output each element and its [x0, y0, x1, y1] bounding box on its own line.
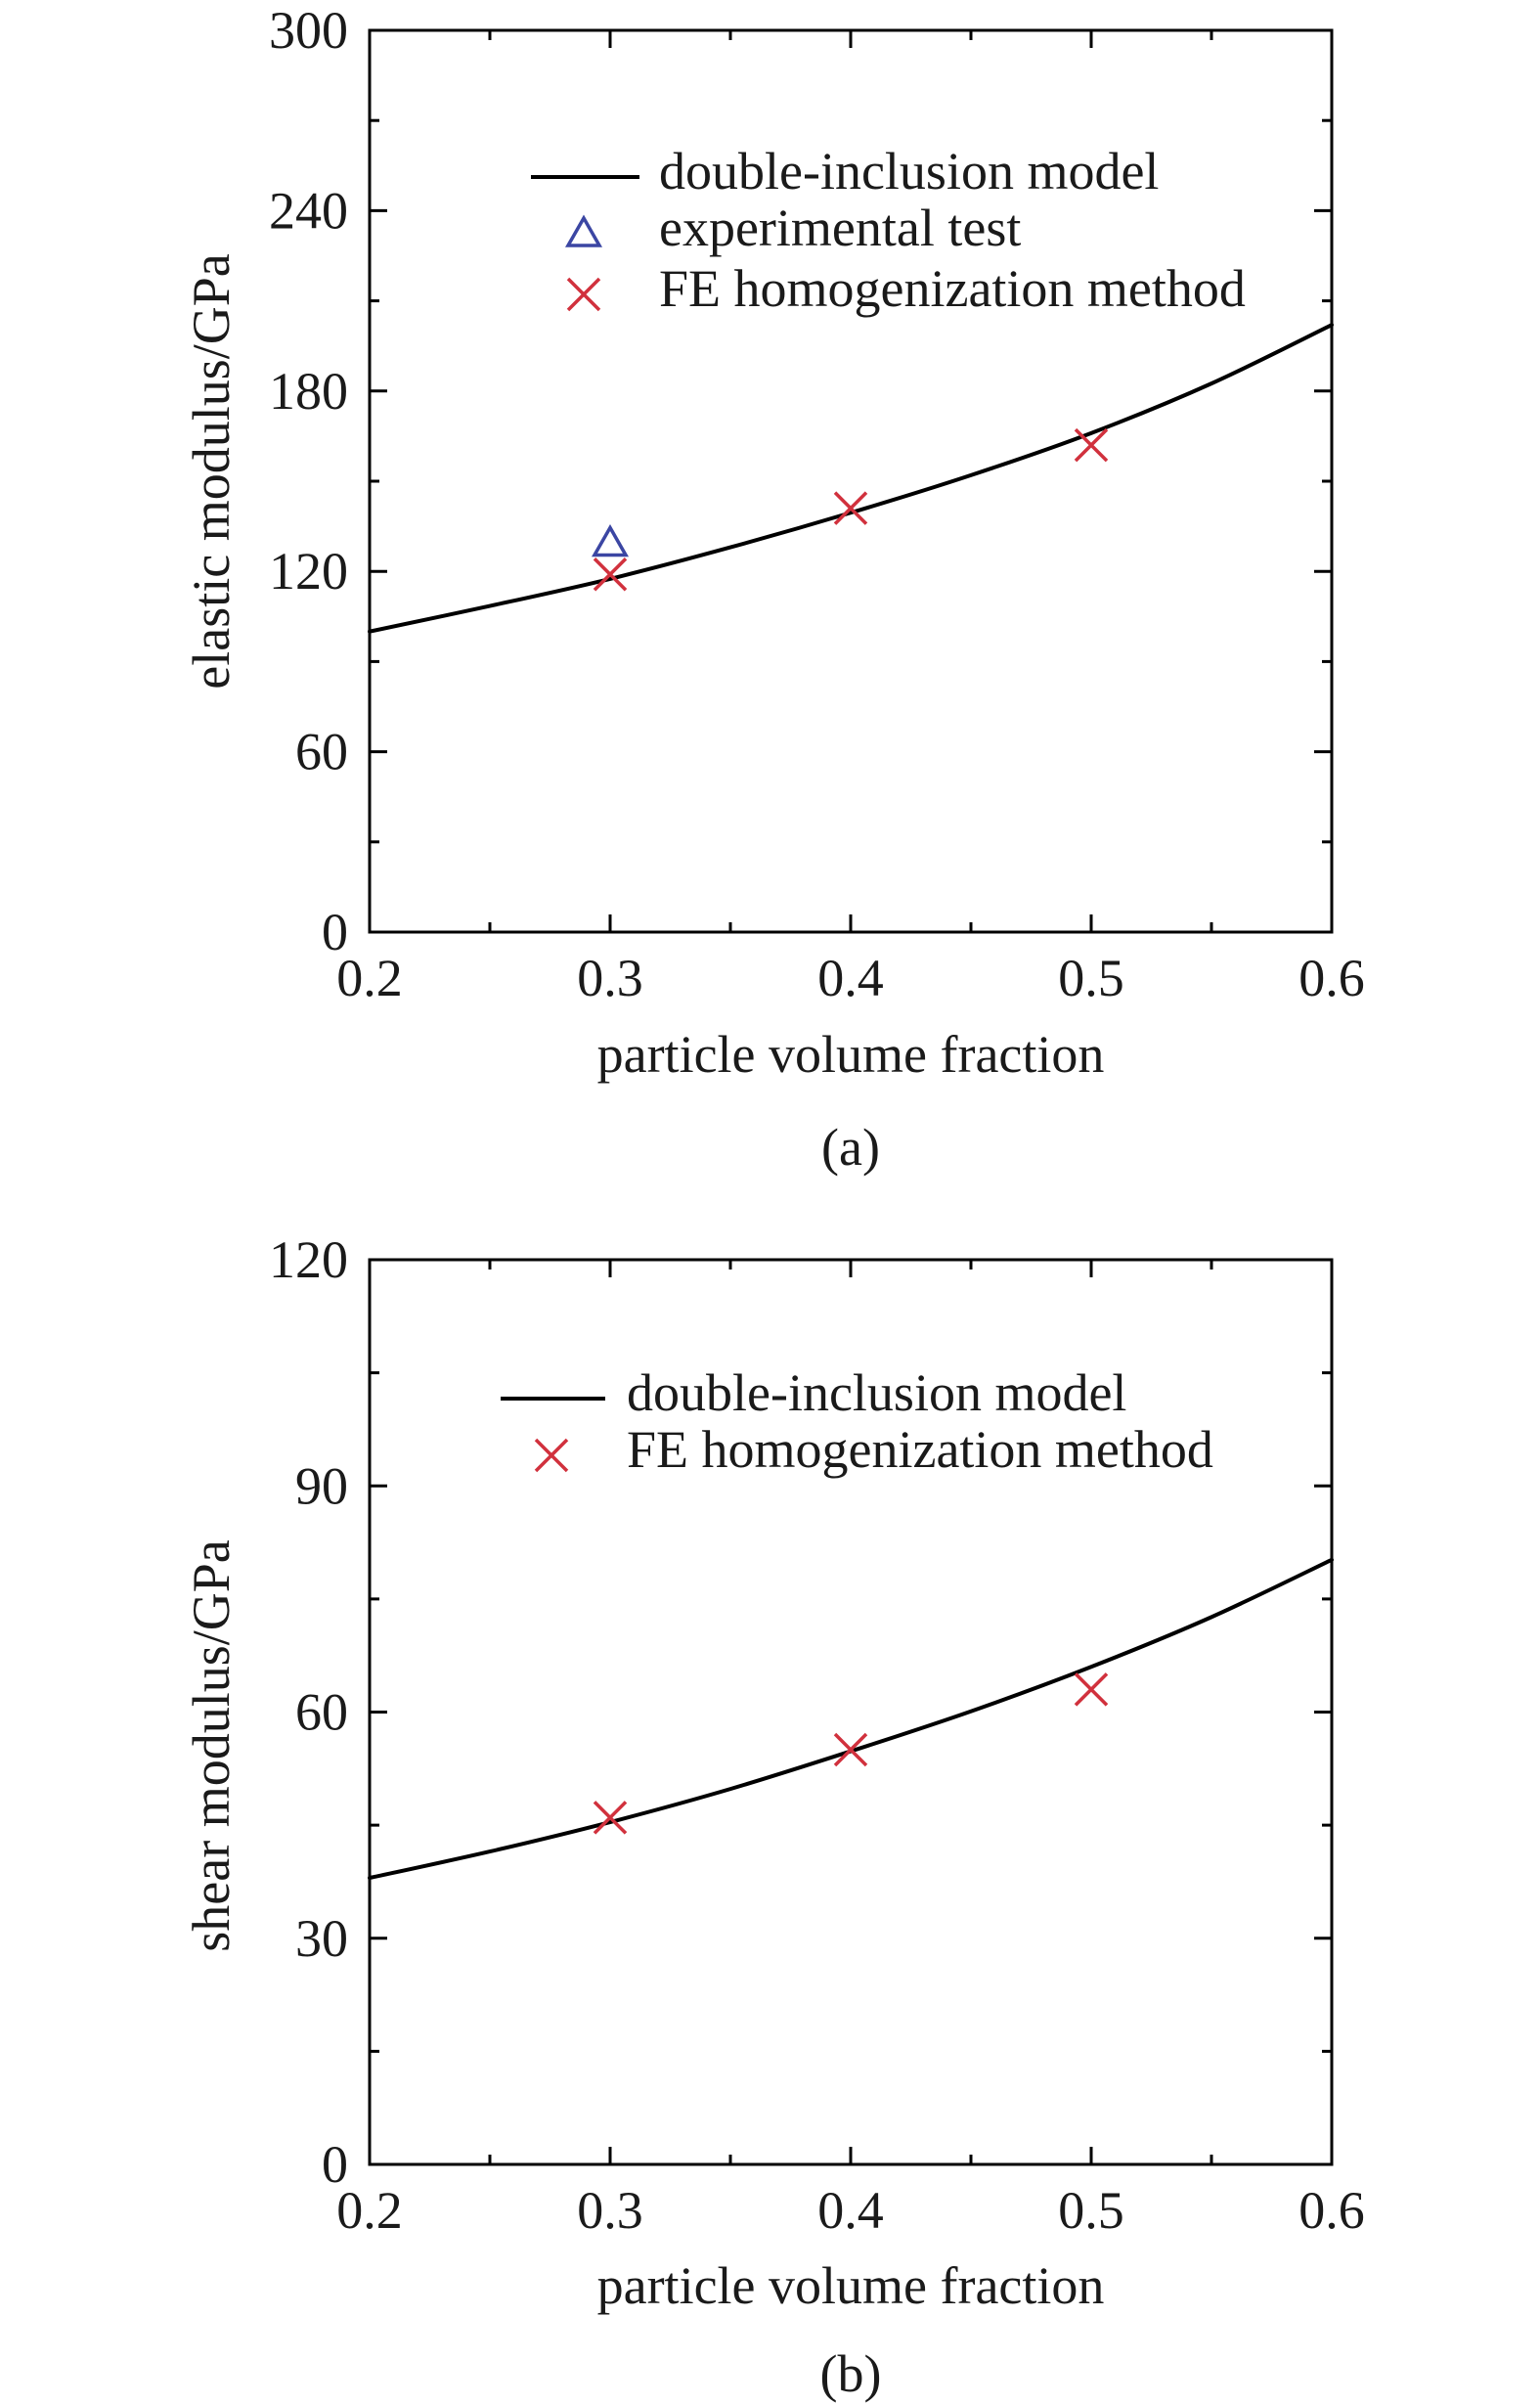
legend-marker-fe-homogenization-method	[534, 1438, 569, 1473]
legend-markers	[501, 1397, 605, 1473]
chart-panel-a: 0.2 0.3 0.4 0.5 0.6 0 60 120 180 240 300 double-in…	[182, 1, 1365, 1177]
plot-marks	[368, 323, 1334, 634]
y-tick-label: 300	[269, 1, 348, 60]
x-tick-label: 0.6	[1298, 949, 1365, 1007]
data-point-experimental-test	[591, 524, 630, 557]
x-tick-label: 0.6	[1298, 2181, 1365, 2240]
plot-marks	[368, 1557, 1334, 1881]
y-tick-label: 0	[322, 2135, 348, 2194]
x-tick-label: 0.2	[336, 949, 403, 1007]
y-tick-label: 0	[322, 903, 348, 961]
data-point-fe-homogenization-method	[833, 491, 868, 525]
x-axis-label: particle volume fraction	[597, 2256, 1105, 2315]
y-tick-label: 30	[295, 1909, 348, 1968]
legend-marker-fe-homogenization-method	[566, 277, 601, 312]
axis-tick-labels: 0.2 0.3 0.4 0.5 0.6 0 60 120 180 240 300	[269, 1, 1365, 1007]
legend-label-fe-homogenization-method: FE homogenization method	[627, 1420, 1213, 1479]
y-tick-label: 90	[295, 1456, 348, 1515]
data-point-fe-homogenization-method	[1074, 1672, 1109, 1707]
legend-label-experimental-test: experimental test	[659, 199, 1021, 257]
data-point-fe-homogenization-method	[593, 557, 628, 592]
y-tick-label: 60	[295, 723, 348, 781]
panel-label: (b)	[820, 2344, 882, 2403]
x-axis-label: particle volume fraction	[597, 1025, 1105, 1084]
axis-tick-labels: 0.2 0.3 0.4 0.5 0.6 0 30 60 90 120	[269, 1230, 1365, 2240]
y-axis-label: shear modulus/GPa	[182, 1539, 241, 1951]
x-tick-label: 0.5	[1058, 2181, 1124, 2240]
y-tick-label: 60	[295, 1683, 348, 1742]
legend: double-inclusion model experimental test…	[531, 142, 1246, 318]
y-tick-label: 120	[269, 1230, 348, 1289]
x-tick-label: 0.2	[336, 2181, 403, 2240]
plot-frame	[368, 28, 1334, 934]
y-tick-label: 120	[269, 542, 348, 601]
y-tick-label: 240	[269, 181, 348, 240]
plot-frame	[368, 1258, 1334, 2166]
legend-marker-experimental-test	[564, 214, 603, 247]
x-tick-label: 0.5	[1058, 949, 1124, 1007]
data-point-fe-homogenization-method	[833, 1732, 868, 1767]
x-tick-label: 0.4	[817, 2181, 884, 2240]
legend-label-double-inclusion-model: double-inclusion model	[659, 142, 1159, 200]
legend-markers	[531, 175, 639, 312]
legend: double-inclusion model FE homogenization…	[501, 1363, 1213, 1479]
legend-label-fe-homogenization-method: FE homogenization method	[659, 259, 1246, 318]
series-line-double-inclusion-model	[368, 1557, 1334, 1881]
y-axis-label: elastic modulus/GPa	[182, 253, 241, 689]
x-tick-label: 0.3	[577, 949, 643, 1007]
y-tick-label: 180	[269, 362, 348, 421]
x-tick-label: 0.3	[577, 2181, 643, 2240]
data-point-fe-homogenization-method	[593, 1801, 628, 1835]
panel-label: (a)	[821, 1118, 880, 1177]
data-point-fe-homogenization-method	[1074, 427, 1109, 463]
chart-panel-b: 0.2 0.3 0.4 0.5 0.6 0 30 60 90 120 double-inclusi…	[182, 1230, 1365, 2403]
x-tick-label: 0.4	[817, 949, 884, 1007]
series-line-double-inclusion-model	[368, 323, 1334, 634]
legend-label-double-inclusion-model: double-inclusion model	[627, 1363, 1126, 1422]
